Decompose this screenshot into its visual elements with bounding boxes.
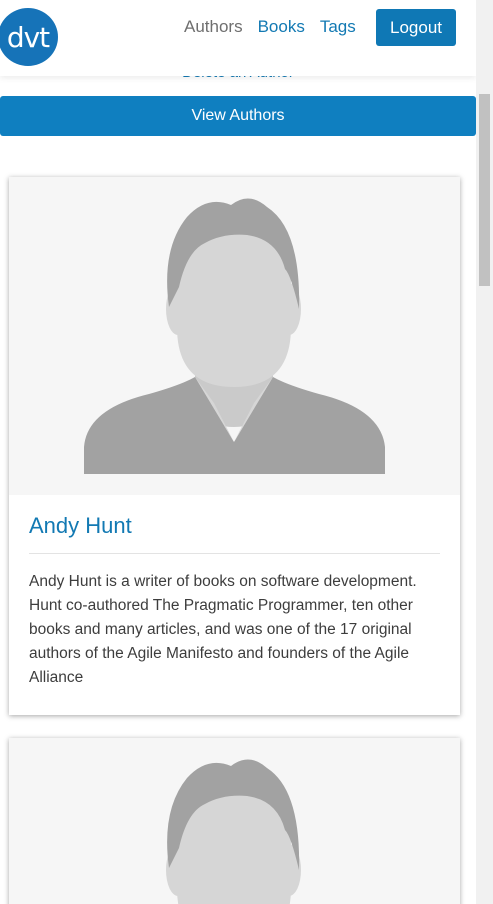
top-navbar: dvt Authors Books Tags Logout <box>0 0 476 76</box>
view-authors-button[interactable]: View Authors <box>0 96 476 136</box>
nav-links: Authors Books Tags <box>184 17 371 37</box>
card-divider <box>29 553 440 554</box>
author-card <box>9 738 460 904</box>
avatar-placeholder-icon <box>84 198 385 474</box>
author-avatar <box>9 738 460 904</box>
nav-link-tags[interactable]: Tags <box>319 17 356 36</box>
avatar-placeholder-icon <box>166 759 301 904</box>
logout-button[interactable]: Logout <box>376 9 456 46</box>
dvt-logo[interactable]: dvt <box>0 8 58 66</box>
author-card: Andy Hunt Andy Hunt is a writer of books… <box>9 177 460 715</box>
author-name[interactable]: Andy Hunt <box>29 513 132 538</box>
author-avatar <box>9 177 460 495</box>
nav-link-authors[interactable]: Authors <box>184 17 243 36</box>
nav-link-books[interactable]: Books <box>257 17 305 36</box>
scrollbar-thumb[interactable] <box>479 94 490 286</box>
author-bio: Andy Hunt is a writer of books on softwa… <box>29 573 417 686</box>
page-scrollbar[interactable] <box>476 0 493 904</box>
